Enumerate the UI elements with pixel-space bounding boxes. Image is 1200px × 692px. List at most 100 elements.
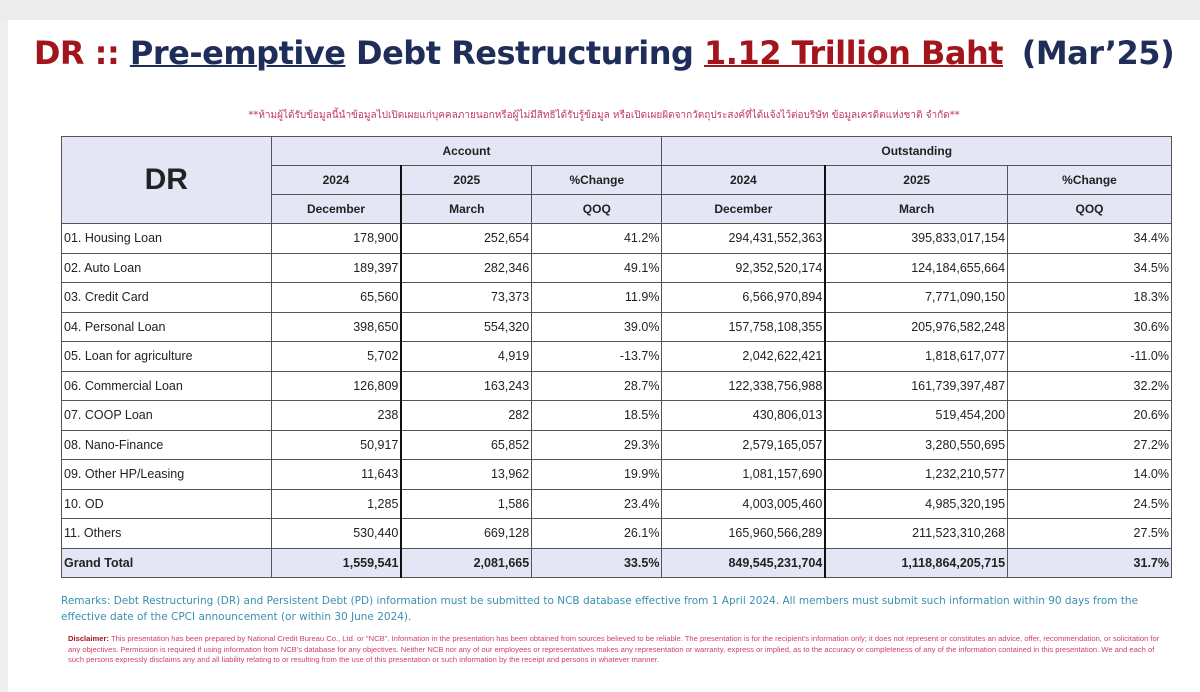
account-change: 29.3% bbox=[531, 429, 663, 460]
row-label: 09. Other HP/Leasing bbox=[61, 459, 272, 490]
outstanding-mar: 211,523,310,268 bbox=[824, 518, 1009, 549]
outstanding-mar: 7,771,090,150 bbox=[824, 282, 1009, 313]
table-row: 09. Other HP/Leasing 11,643 13,962 19.9%… bbox=[61, 459, 1172, 490]
account-change: 11.9% bbox=[531, 282, 663, 313]
outstanding-dec: 294,431,552,363 bbox=[661, 223, 826, 254]
group-header-account: Account bbox=[270, 136, 663, 166]
account-change: 49.1% bbox=[531, 252, 663, 283]
outstanding-mar: 395,833,017,154 bbox=[824, 223, 1009, 254]
table-row: 01. Housing Loan 178,900 252,654 41.2% 2… bbox=[61, 223, 1172, 254]
outstanding-mar: 124,184,655,664 bbox=[824, 252, 1009, 283]
account-dec: 5,702 bbox=[270, 341, 402, 372]
year-header: 2025 bbox=[400, 165, 533, 195]
account-dec: 65,560 bbox=[270, 282, 402, 313]
outstanding-dec: 4,003,005,460 bbox=[661, 488, 826, 519]
outstanding-dec: 1,081,157,690 bbox=[661, 459, 826, 490]
remarks-text: Remarks: Debt Restructuring (DR) and Per… bbox=[61, 595, 1139, 623]
grand-total-row: Grand Total 1,559,541 2,081,665 33.5% 84… bbox=[61, 547, 1172, 578]
outstanding-change: 31.7% bbox=[1007, 547, 1172, 578]
account-change: 39.0% bbox=[531, 311, 663, 342]
outstanding-mar: 519,454,200 bbox=[824, 400, 1009, 431]
row-label: 02. Auto Loan bbox=[61, 252, 272, 283]
outstanding-change: 27.2% bbox=[1007, 429, 1172, 460]
account-mar: 669,128 bbox=[400, 518, 533, 549]
row-label: 08. Nano-Finance bbox=[61, 429, 272, 460]
outstanding-dec: 6,566,970,894 bbox=[661, 282, 826, 313]
account-change: 33.5% bbox=[531, 547, 663, 578]
account-dec: 189,397 bbox=[270, 252, 402, 283]
outstanding-dec: 2,042,622,421 bbox=[661, 341, 826, 372]
year-header: 2024 bbox=[661, 165, 826, 195]
table-row: 07. COOP Loan 238 282 18.5% 430,806,013 … bbox=[61, 400, 1172, 431]
period-header: December bbox=[270, 194, 402, 224]
period-header: March bbox=[400, 194, 533, 224]
outstanding-dec: 2,579,165,057 bbox=[661, 429, 826, 460]
row-label: 01. Housing Loan bbox=[61, 223, 272, 254]
title-pre-emptive: Pre-emptive bbox=[129, 34, 346, 72]
account-change: 19.9% bbox=[531, 459, 663, 490]
outstanding-change: 27.5% bbox=[1007, 518, 1172, 549]
outstanding-change: 14.0% bbox=[1007, 459, 1172, 490]
account-change: 41.2% bbox=[531, 223, 663, 254]
table-row: 02. Auto Loan 189,397 282,346 49.1% 92,3… bbox=[61, 252, 1172, 283]
account-change: -13.7% bbox=[531, 341, 663, 372]
row-label: 11. Others bbox=[61, 518, 272, 549]
year-header: 2024 bbox=[270, 165, 402, 195]
account-dec: 178,900 bbox=[270, 223, 402, 254]
title-prefix: DR :: bbox=[33, 34, 120, 72]
account-dec: 530,440 bbox=[270, 518, 402, 549]
account-dec: 11,643 bbox=[270, 459, 402, 490]
account-dec: 238 bbox=[270, 400, 402, 431]
account-mar: 163,243 bbox=[400, 370, 533, 401]
account-dec: 126,809 bbox=[270, 370, 402, 401]
top-bar bbox=[0, 0, 1200, 20]
account-mar: 65,852 bbox=[400, 429, 533, 460]
outstanding-mar: 1,232,210,577 bbox=[824, 459, 1009, 490]
year-header: 2025 bbox=[824, 165, 1009, 195]
period-header: QOQ bbox=[1007, 194, 1172, 224]
dr-corner-label: DR bbox=[61, 136, 272, 224]
outstanding-change: 30.6% bbox=[1007, 311, 1172, 342]
row-label: Grand Total bbox=[61, 547, 272, 578]
account-change: 23.4% bbox=[531, 488, 663, 519]
group-header-outstanding: Outstanding bbox=[661, 136, 1172, 166]
outstanding-mar: 1,818,617,077 bbox=[824, 341, 1009, 372]
account-mar: 13,962 bbox=[400, 459, 533, 490]
account-mar: 1,586 bbox=[400, 488, 533, 519]
outstanding-change: 24.5% bbox=[1007, 488, 1172, 519]
disclaimer-label: Disclaimer: bbox=[68, 634, 109, 643]
outstanding-dec: 165,960,566,289 bbox=[661, 518, 826, 549]
outstanding-change: 32.2% bbox=[1007, 370, 1172, 401]
outstanding-dec: 849,545,231,704 bbox=[661, 547, 826, 578]
row-label: 07. COOP Loan bbox=[61, 400, 272, 431]
account-dec: 1,285 bbox=[270, 488, 402, 519]
account-mar: 252,654 bbox=[400, 223, 533, 254]
title-middle: Debt Restructuring bbox=[356, 34, 694, 72]
account-change: 18.5% bbox=[531, 400, 663, 431]
account-mar: 4,919 bbox=[400, 341, 533, 372]
account-mar: 2,081,665 bbox=[400, 547, 533, 578]
outstanding-mar: 4,985,320,195 bbox=[824, 488, 1009, 519]
period-header: QOQ bbox=[531, 194, 663, 224]
row-label: 03. Credit Card bbox=[61, 282, 272, 313]
row-label: 06. Commercial Loan bbox=[61, 370, 272, 401]
account-dec: 1,559,541 bbox=[270, 547, 402, 578]
title-period: (Mar’25) bbox=[1021, 34, 1175, 72]
change-header: %Change bbox=[1007, 165, 1172, 195]
outstanding-dec: 122,338,756,988 bbox=[661, 370, 826, 401]
outstanding-mar: 3,280,550,695 bbox=[824, 429, 1009, 460]
outstanding-change: 18.3% bbox=[1007, 282, 1172, 313]
outstanding-mar: 161,739,397,487 bbox=[824, 370, 1009, 401]
account-change: 28.7% bbox=[531, 370, 663, 401]
outstanding-mar: 1,118,864,205,715 bbox=[824, 547, 1009, 578]
disclaimer-text: This presentation has been prepared by N… bbox=[68, 634, 1160, 664]
row-label: 04. Personal Loan bbox=[61, 311, 272, 342]
table-row: 05. Loan for agriculture 5,702 4,919 -13… bbox=[61, 341, 1172, 372]
table-row: 08. Nano-Finance 50,917 65,852 29.3% 2,5… bbox=[61, 429, 1172, 460]
title-amount: 1.12 Trillion Baht bbox=[704, 34, 1004, 72]
table-row: 04. Personal Loan 398,650 554,320 39.0% … bbox=[61, 311, 1172, 342]
table-row: 11. Others 530,440 669,128 26.1% 165,960… bbox=[61, 518, 1172, 549]
table-row: 06. Commercial Loan 126,809 163,243 28.7… bbox=[61, 370, 1172, 401]
account-mar: 554,320 bbox=[400, 311, 533, 342]
outstanding-dec: 430,806,013 bbox=[661, 400, 826, 431]
